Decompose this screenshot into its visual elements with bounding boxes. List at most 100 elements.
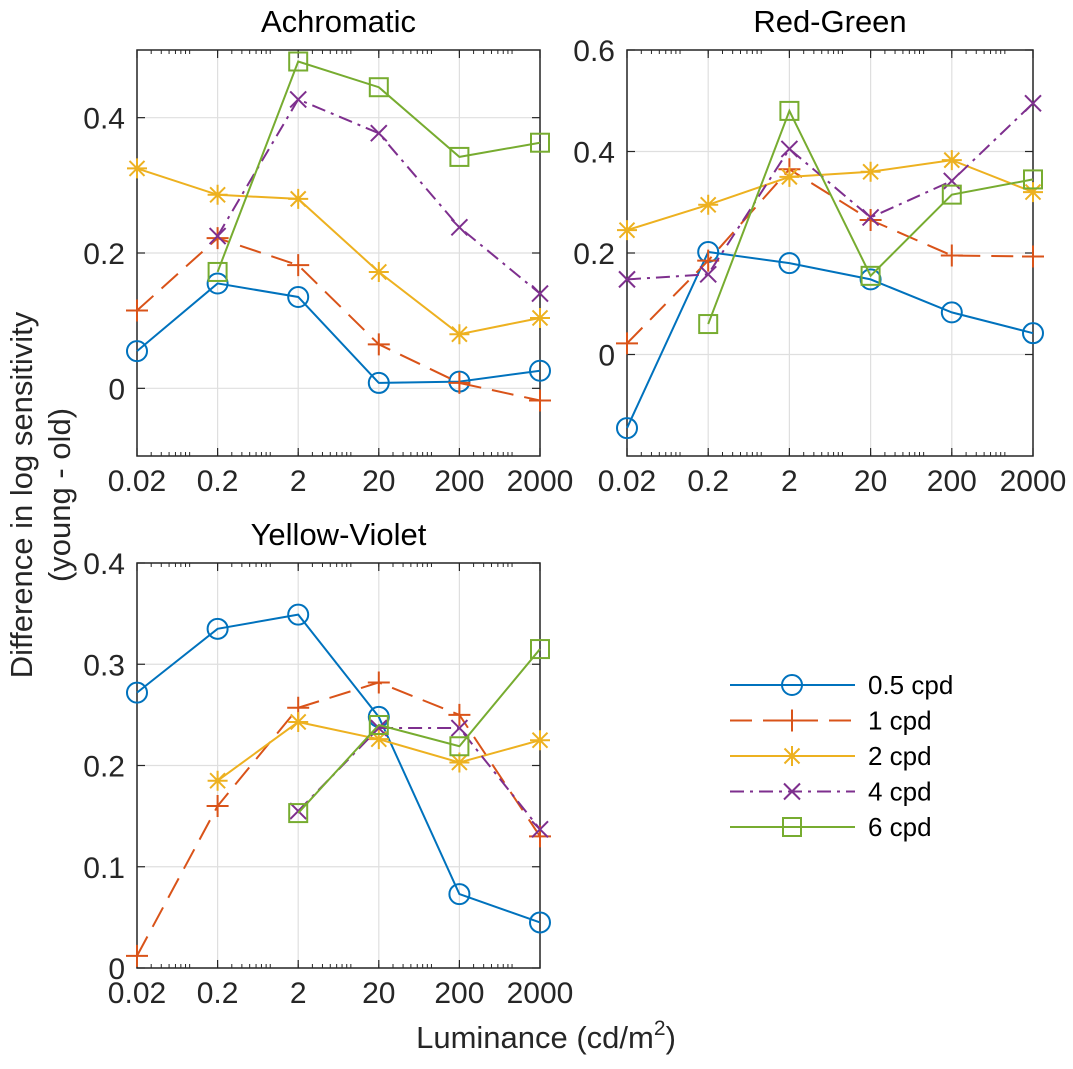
data-point xyxy=(941,150,962,171)
legend-marker xyxy=(781,674,803,696)
x-tick-label: 0.2 xyxy=(197,465,239,498)
data-point xyxy=(530,132,550,153)
data-point xyxy=(370,124,388,142)
x-tick-label: 2 xyxy=(290,465,307,498)
panel-achromatic: 0.02 0.2 2 20 200 2000 0 0.2 0.4 Achromatic xyxy=(83,4,573,498)
data-point xyxy=(287,254,310,277)
data-point xyxy=(448,703,471,726)
data-point xyxy=(940,301,963,324)
x-tick-label: 2000 xyxy=(507,977,574,1010)
x-axis-label: Luminance (cd/m2) xyxy=(416,1017,676,1055)
data-point xyxy=(450,218,469,236)
series-line xyxy=(216,60,541,273)
data-point xyxy=(206,227,229,250)
series-line xyxy=(626,102,1034,281)
data-point xyxy=(367,371,390,394)
legend-marker xyxy=(781,709,803,732)
x-tick-label: 2000 xyxy=(1000,465,1067,498)
legend-label: 0.5 cpd xyxy=(868,670,953,700)
data-point xyxy=(530,639,550,660)
data-point xyxy=(368,729,389,750)
legend-item: 0.5 cpd xyxy=(730,670,953,700)
data-point xyxy=(531,820,549,838)
y-tick-label: 0.4 xyxy=(83,548,125,581)
data-point xyxy=(207,184,228,205)
data-point xyxy=(1023,182,1043,203)
data-point xyxy=(778,252,801,275)
data-point xyxy=(289,802,307,820)
series-4-cpd xyxy=(208,90,549,303)
x-tick-label: 0.2 xyxy=(197,977,239,1010)
y-tick-label: 0.2 xyxy=(83,238,125,271)
x-tick-label: 0.02 xyxy=(108,977,166,1010)
legend: 0.5 cpd 1 cpd 2 cpd 4 cpd 6 cpd xyxy=(718,662,966,847)
data-point xyxy=(367,671,390,694)
y-tick-label: 0 xyxy=(108,953,125,986)
data-point xyxy=(206,272,229,295)
data-point xyxy=(288,711,309,732)
y-tick-label: 0.1 xyxy=(83,852,125,885)
data-point xyxy=(449,146,470,167)
data-point xyxy=(449,736,470,757)
series-2-cpd xyxy=(127,158,550,345)
data-point xyxy=(780,140,799,158)
data-point xyxy=(531,284,549,303)
data-point xyxy=(530,307,550,328)
series-line xyxy=(297,727,541,830)
x-tick-label: 20 xyxy=(362,465,395,498)
data-point xyxy=(698,194,719,215)
data-point xyxy=(288,188,309,209)
data-point xyxy=(616,332,638,355)
data-point xyxy=(529,389,551,412)
data-point xyxy=(860,161,881,182)
x-tick-label: 20 xyxy=(362,977,395,1010)
legend-background xyxy=(718,662,966,847)
series-6-cpd xyxy=(698,100,1043,335)
series-6-cpd xyxy=(207,51,550,282)
data-point xyxy=(368,77,389,98)
x-tick-label: 200 xyxy=(927,465,977,498)
series-1-cpd xyxy=(126,671,551,967)
data-point xyxy=(448,371,471,394)
data-point xyxy=(367,333,390,356)
data-point xyxy=(288,51,309,72)
data-point xyxy=(697,249,720,272)
data-point xyxy=(779,100,800,121)
series-1-cpd xyxy=(126,227,551,412)
series-line xyxy=(136,236,541,402)
data-point xyxy=(127,158,147,179)
series-line xyxy=(707,108,1034,325)
series-line xyxy=(626,167,1034,345)
legend-label: 4 cpd xyxy=(868,777,932,807)
legend-item: 1 cpd xyxy=(730,706,932,736)
y-tick-label: 0 xyxy=(108,373,125,406)
panel-title: Yellow-Violet xyxy=(251,517,427,552)
series-line xyxy=(136,681,541,957)
legend-label: 1 cpd xyxy=(868,706,932,736)
data-point xyxy=(699,265,717,284)
series-line xyxy=(297,648,541,814)
y-axis-label-line-1: Difference in log sensitivity xyxy=(4,311,39,678)
x-tick-label: 2 xyxy=(290,977,307,1010)
x-axis-label-superscript: 2 xyxy=(654,1017,666,1040)
y-axis-label-line-2: (young - old) xyxy=(42,408,77,582)
data-point xyxy=(529,911,551,934)
y-tick-label: 0 xyxy=(598,340,615,373)
panel-title: Red-Green xyxy=(753,4,906,39)
x-tick-label: 2 xyxy=(781,465,798,498)
panel-red-green: 0.02 0.2 2 20 200 2000 0 0.2 0.4 0.6 Red-Green xyxy=(573,4,1066,498)
data-point xyxy=(368,715,389,735)
series-line xyxy=(626,250,1034,429)
series-0-5-cpd xyxy=(616,240,1044,440)
series-line xyxy=(136,613,541,924)
data-point xyxy=(368,261,389,282)
x-axis-label-text: Luminance (cd/m xyxy=(416,1020,654,1055)
data-point xyxy=(126,944,148,967)
legend-marker xyxy=(782,817,802,837)
data-point xyxy=(449,752,470,773)
data-point xyxy=(287,285,310,308)
data-point xyxy=(941,184,962,205)
y-tick-label: 0.2 xyxy=(573,238,615,271)
data-point xyxy=(529,359,551,382)
data-point xyxy=(208,227,227,245)
